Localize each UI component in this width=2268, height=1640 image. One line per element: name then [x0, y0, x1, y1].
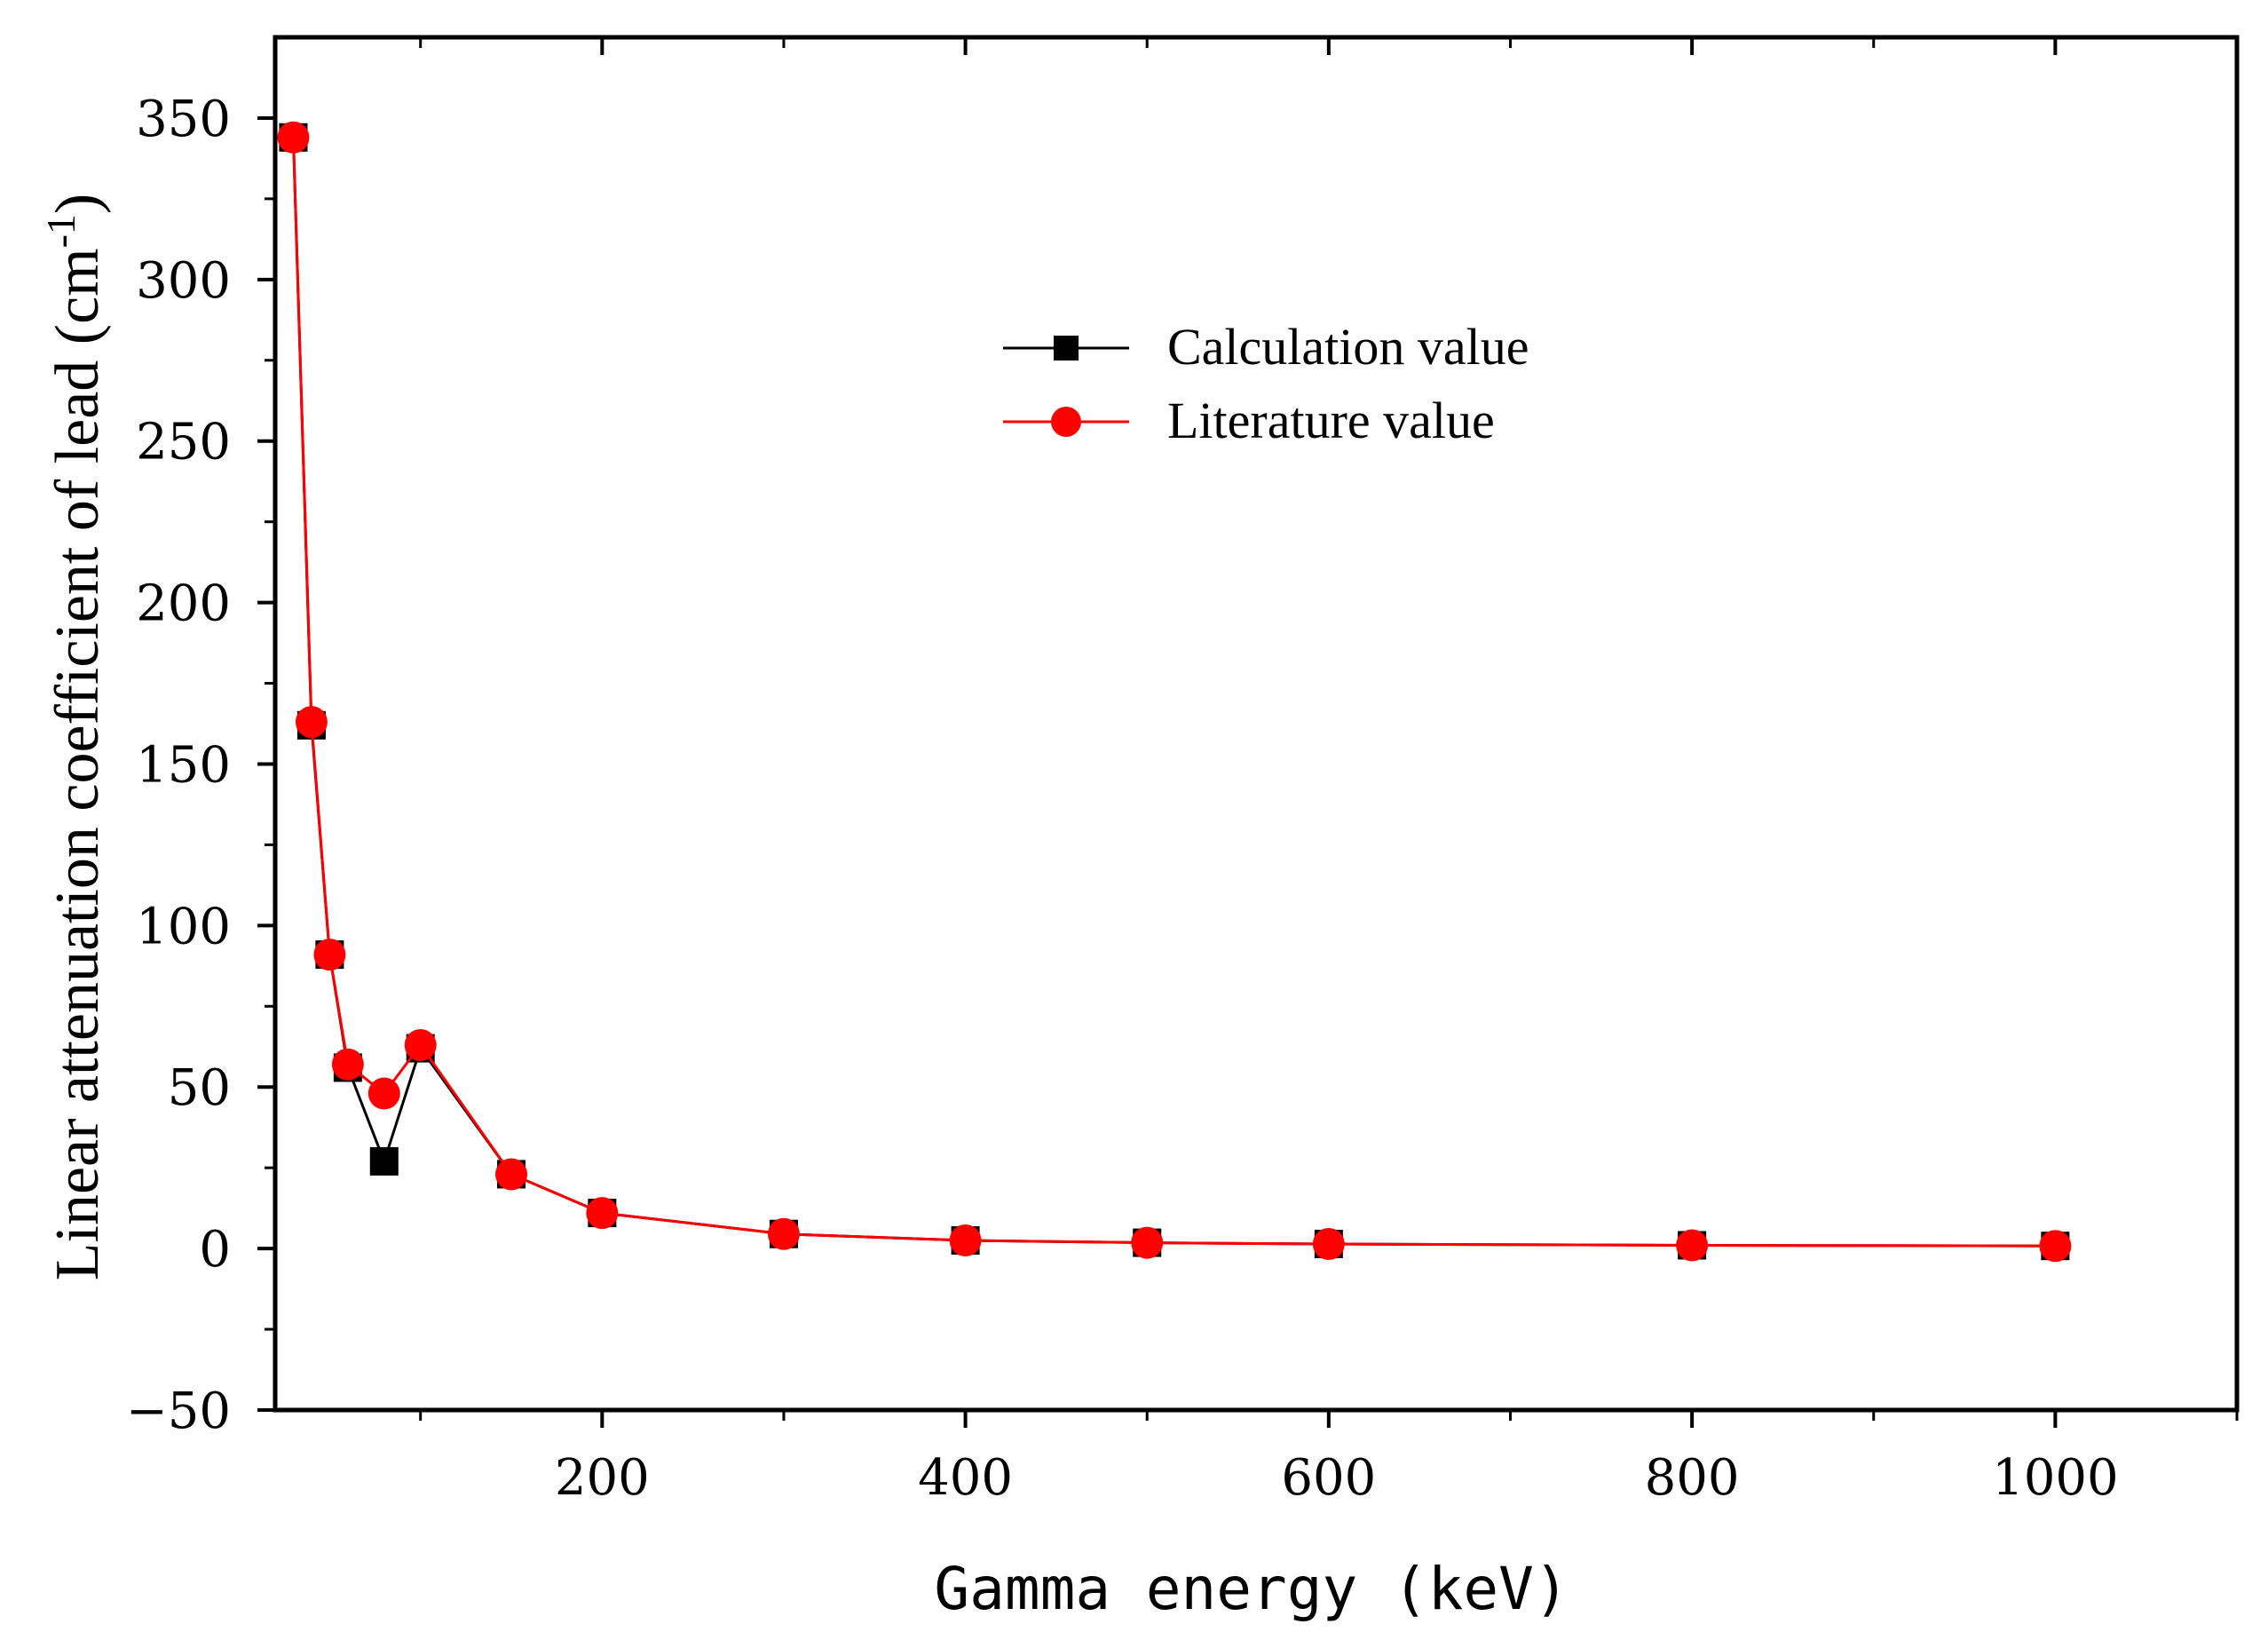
data-point-literature-value — [1131, 1226, 1164, 1259]
plot-frame — [273, 35, 2240, 1413]
data-point-literature-value — [313, 939, 346, 971]
x-tick-label: 1000 — [1992, 1449, 2119, 1507]
legend-label-literature: Literature value — [1167, 392, 1495, 449]
axes-layer: 200 400 600 800 1000 −50 0 50 100 150 200 250 300 350 — [126, 35, 2240, 1507]
y-tick-label: 100 — [136, 898, 231, 955]
y-tick-label: 350 — [136, 91, 231, 148]
x-tick-label: 200 — [555, 1449, 650, 1507]
legend-marker-calculation — [1054, 336, 1079, 360]
data-point-literature-value — [767, 1217, 800, 1250]
data-point-literature-value — [404, 1028, 437, 1061]
y-tick-label: 50 — [168, 1059, 231, 1117]
y-tick-label: 300 — [136, 252, 231, 310]
legend-marker-literature — [1051, 407, 1081, 437]
data-point-literature-value — [367, 1077, 400, 1110]
legend: Calculation value Literature value — [1003, 318, 1529, 449]
y-tick-label: 200 — [136, 575, 231, 633]
x-axis-title: Gamma energy (keV) — [934, 1555, 1569, 1623]
data-point-literature-value — [295, 706, 328, 739]
y-axis-title-close: ) — [43, 194, 112, 214]
y-axis-title: Linear attenuation coefficient of lead (… — [38, 194, 112, 1281]
series-layer — [277, 121, 2072, 1263]
data-point-literature-value — [277, 121, 310, 154]
data-point-literature-value — [586, 1197, 619, 1230]
series-line-calculation-value — [291, 137, 2056, 1248]
data-point-literature-value — [331, 1048, 364, 1081]
series-line-literature-value — [291, 137, 2056, 1248]
x-tick-label: 400 — [918, 1449, 1013, 1507]
x-tick-label: 800 — [1645, 1449, 1740, 1507]
data-point-literature-value — [949, 1224, 982, 1257]
legend-label-calculation: Calculation value — [1167, 318, 1529, 376]
y-axis-title-main: Linear attenuation coefficient of lead (… — [43, 248, 112, 1280]
data-point-calculation-value — [369, 1146, 399, 1176]
data-point-literature-value — [1312, 1228, 1345, 1261]
y-tick-label: −50 — [126, 1383, 231, 1440]
y-tick-label: 250 — [136, 414, 231, 471]
data-point-literature-value — [2039, 1230, 2072, 1263]
data-point-literature-value — [1676, 1229, 1709, 1262]
data-point-literature-value — [495, 1158, 528, 1191]
x-tick-label: 600 — [1281, 1449, 1376, 1507]
y-axis-title-sup: -1 — [38, 214, 83, 248]
y-tick-label: 150 — [136, 736, 231, 794]
y-tick-label: 0 — [199, 1221, 231, 1279]
